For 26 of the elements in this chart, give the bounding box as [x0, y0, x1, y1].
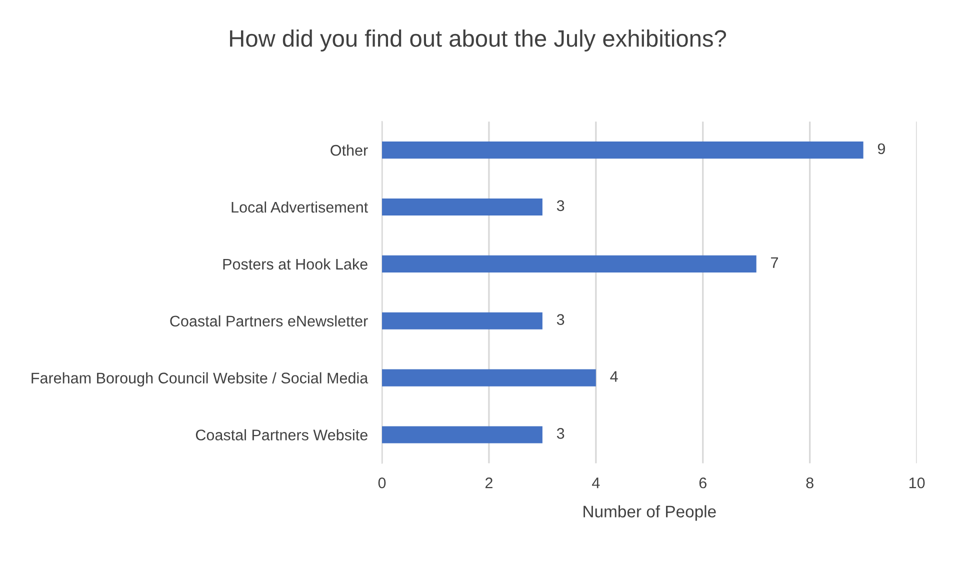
y-tick-label: Coastal Partners eNewsletter	[170, 315, 368, 327]
x-axis-title: Number of People	[584, 505, 716, 521]
y-tick-label: Posters at Hook Lake	[223, 258, 368, 270]
bar	[382, 426, 542, 444]
data-label: 3	[556, 428, 564, 439]
bar	[382, 198, 542, 216]
y-tick-label: Other	[330, 144, 368, 156]
bar	[382, 255, 756, 272]
x-tick-label: 4	[592, 478, 600, 488]
x-tick-label: 6	[699, 477, 706, 488]
x-tick-label: 10	[909, 477, 925, 488]
data-label: 7	[771, 257, 778, 268]
x-tick-label: 8	[806, 477, 814, 488]
bar	[382, 312, 542, 330]
data-label: 3	[556, 314, 564, 325]
chart-title: How did you find out about the July exhibitions?	[230, 30, 726, 52]
bar	[382, 142, 864, 159]
bar	[382, 369, 596, 386]
data-label: 9	[878, 143, 885, 154]
y-tick-label: Local Advertisement	[232, 201, 368, 213]
y-tick-label: Fareham Borough Council Website / Social Media	[32, 372, 368, 387]
y-tick-label: Coastal Partners Website	[196, 429, 368, 440]
data-label: 3	[556, 200, 564, 212]
x-tick-label: 0	[378, 477, 386, 488]
x-tick-label: 2	[485, 477, 492, 488]
data-label: 4	[610, 371, 618, 382]
